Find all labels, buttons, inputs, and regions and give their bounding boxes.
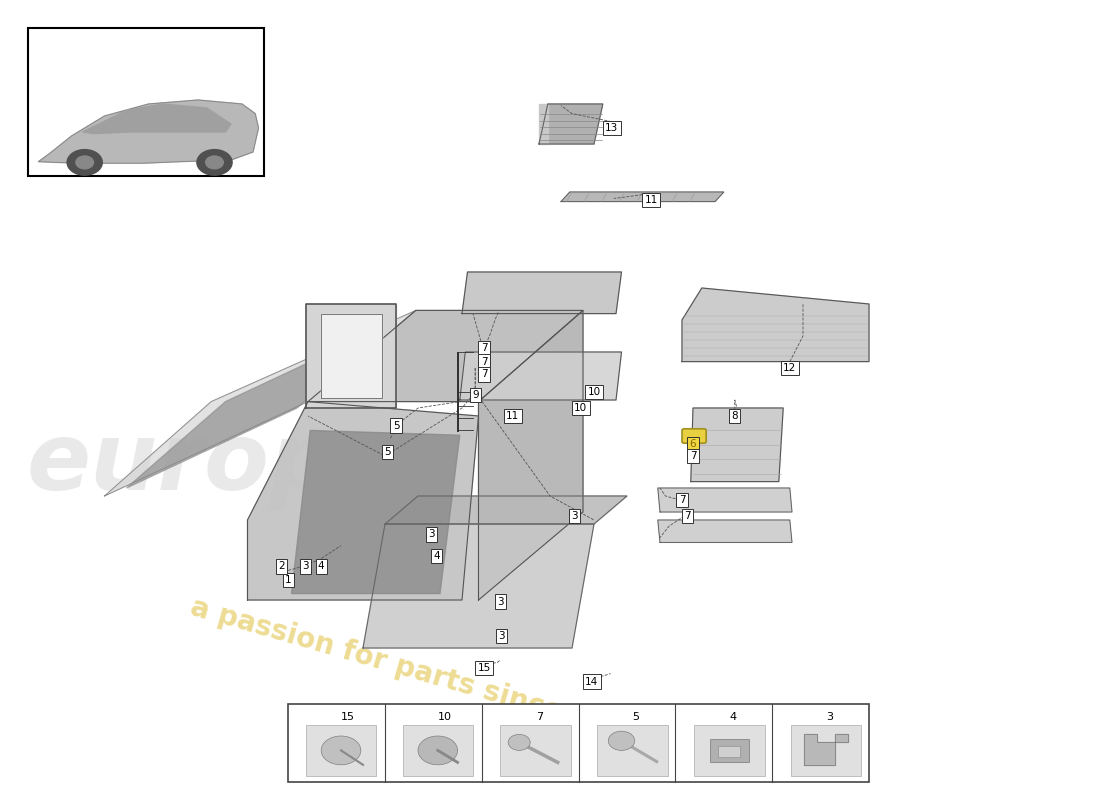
Circle shape	[197, 150, 232, 175]
Polygon shape	[561, 192, 724, 202]
Text: 15: 15	[341, 712, 355, 722]
Polygon shape	[308, 310, 583, 402]
Circle shape	[608, 731, 635, 750]
Polygon shape	[691, 408, 783, 482]
Polygon shape	[321, 314, 382, 398]
Polygon shape	[39, 100, 258, 163]
Polygon shape	[385, 496, 627, 524]
Text: 5: 5	[632, 712, 639, 722]
Bar	[718, 746, 740, 757]
Polygon shape	[306, 304, 396, 408]
FancyBboxPatch shape	[791, 725, 861, 776]
Text: 7: 7	[684, 511, 691, 521]
FancyBboxPatch shape	[694, 725, 764, 776]
Circle shape	[67, 150, 102, 175]
Text: 10: 10	[587, 387, 601, 397]
Text: 7: 7	[536, 712, 542, 722]
Circle shape	[321, 736, 361, 765]
Text: 7: 7	[690, 451, 696, 461]
Text: 5: 5	[393, 421, 399, 430]
Text: 7: 7	[481, 370, 487, 379]
Text: 11: 11	[506, 411, 519, 421]
Text: 4: 4	[318, 562, 324, 571]
Text: 7: 7	[481, 343, 487, 353]
Text: 5: 5	[384, 447, 390, 457]
Text: 9: 9	[472, 390, 478, 400]
Circle shape	[76, 156, 94, 169]
Text: 3: 3	[302, 562, 309, 571]
FancyBboxPatch shape	[597, 725, 668, 776]
Text: a passion for parts since 1985: a passion for parts since 1985	[187, 594, 649, 750]
Bar	[456, 352, 459, 432]
Text: 7: 7	[679, 495, 685, 505]
Text: 10: 10	[574, 403, 587, 413]
Text: 15: 15	[477, 663, 491, 673]
Text: 3: 3	[826, 712, 833, 722]
Polygon shape	[462, 272, 622, 314]
Text: 4: 4	[729, 712, 736, 722]
Polygon shape	[82, 104, 231, 134]
Text: 13: 13	[605, 123, 618, 133]
Text: 3: 3	[497, 597, 504, 606]
Text: 10: 10	[438, 712, 452, 722]
Text: 7: 7	[481, 357, 487, 366]
Bar	[710, 739, 749, 762]
Polygon shape	[682, 288, 869, 362]
Bar	[288, 704, 869, 782]
Polygon shape	[539, 104, 603, 144]
Text: 6: 6	[690, 439, 696, 449]
Polygon shape	[478, 310, 583, 600]
FancyBboxPatch shape	[403, 725, 473, 776]
FancyBboxPatch shape	[306, 725, 376, 776]
Circle shape	[508, 734, 530, 750]
Polygon shape	[248, 402, 478, 600]
Text: 3: 3	[428, 530, 435, 539]
FancyBboxPatch shape	[500, 725, 571, 776]
Polygon shape	[804, 734, 848, 765]
FancyBboxPatch shape	[682, 429, 706, 443]
Text: 8: 8	[732, 411, 738, 421]
Text: 4: 4	[433, 551, 440, 561]
Polygon shape	[363, 524, 594, 648]
Circle shape	[206, 156, 223, 169]
Text: 2: 2	[278, 562, 285, 571]
Circle shape	[418, 736, 458, 765]
Text: 1: 1	[285, 575, 292, 585]
Text: 3: 3	[498, 631, 505, 641]
Polygon shape	[539, 104, 548, 144]
Polygon shape	[460, 352, 621, 400]
Polygon shape	[658, 520, 792, 542]
Bar	[28, 28, 264, 176]
Text: 14: 14	[585, 677, 598, 686]
Text: europes: europes	[26, 418, 458, 510]
Text: 3: 3	[571, 511, 578, 521]
Text: 11: 11	[645, 195, 658, 205]
Polygon shape	[126, 322, 396, 488]
Polygon shape	[104, 310, 416, 496]
Polygon shape	[658, 488, 792, 512]
Polygon shape	[292, 430, 460, 594]
Text: 12: 12	[783, 363, 796, 373]
